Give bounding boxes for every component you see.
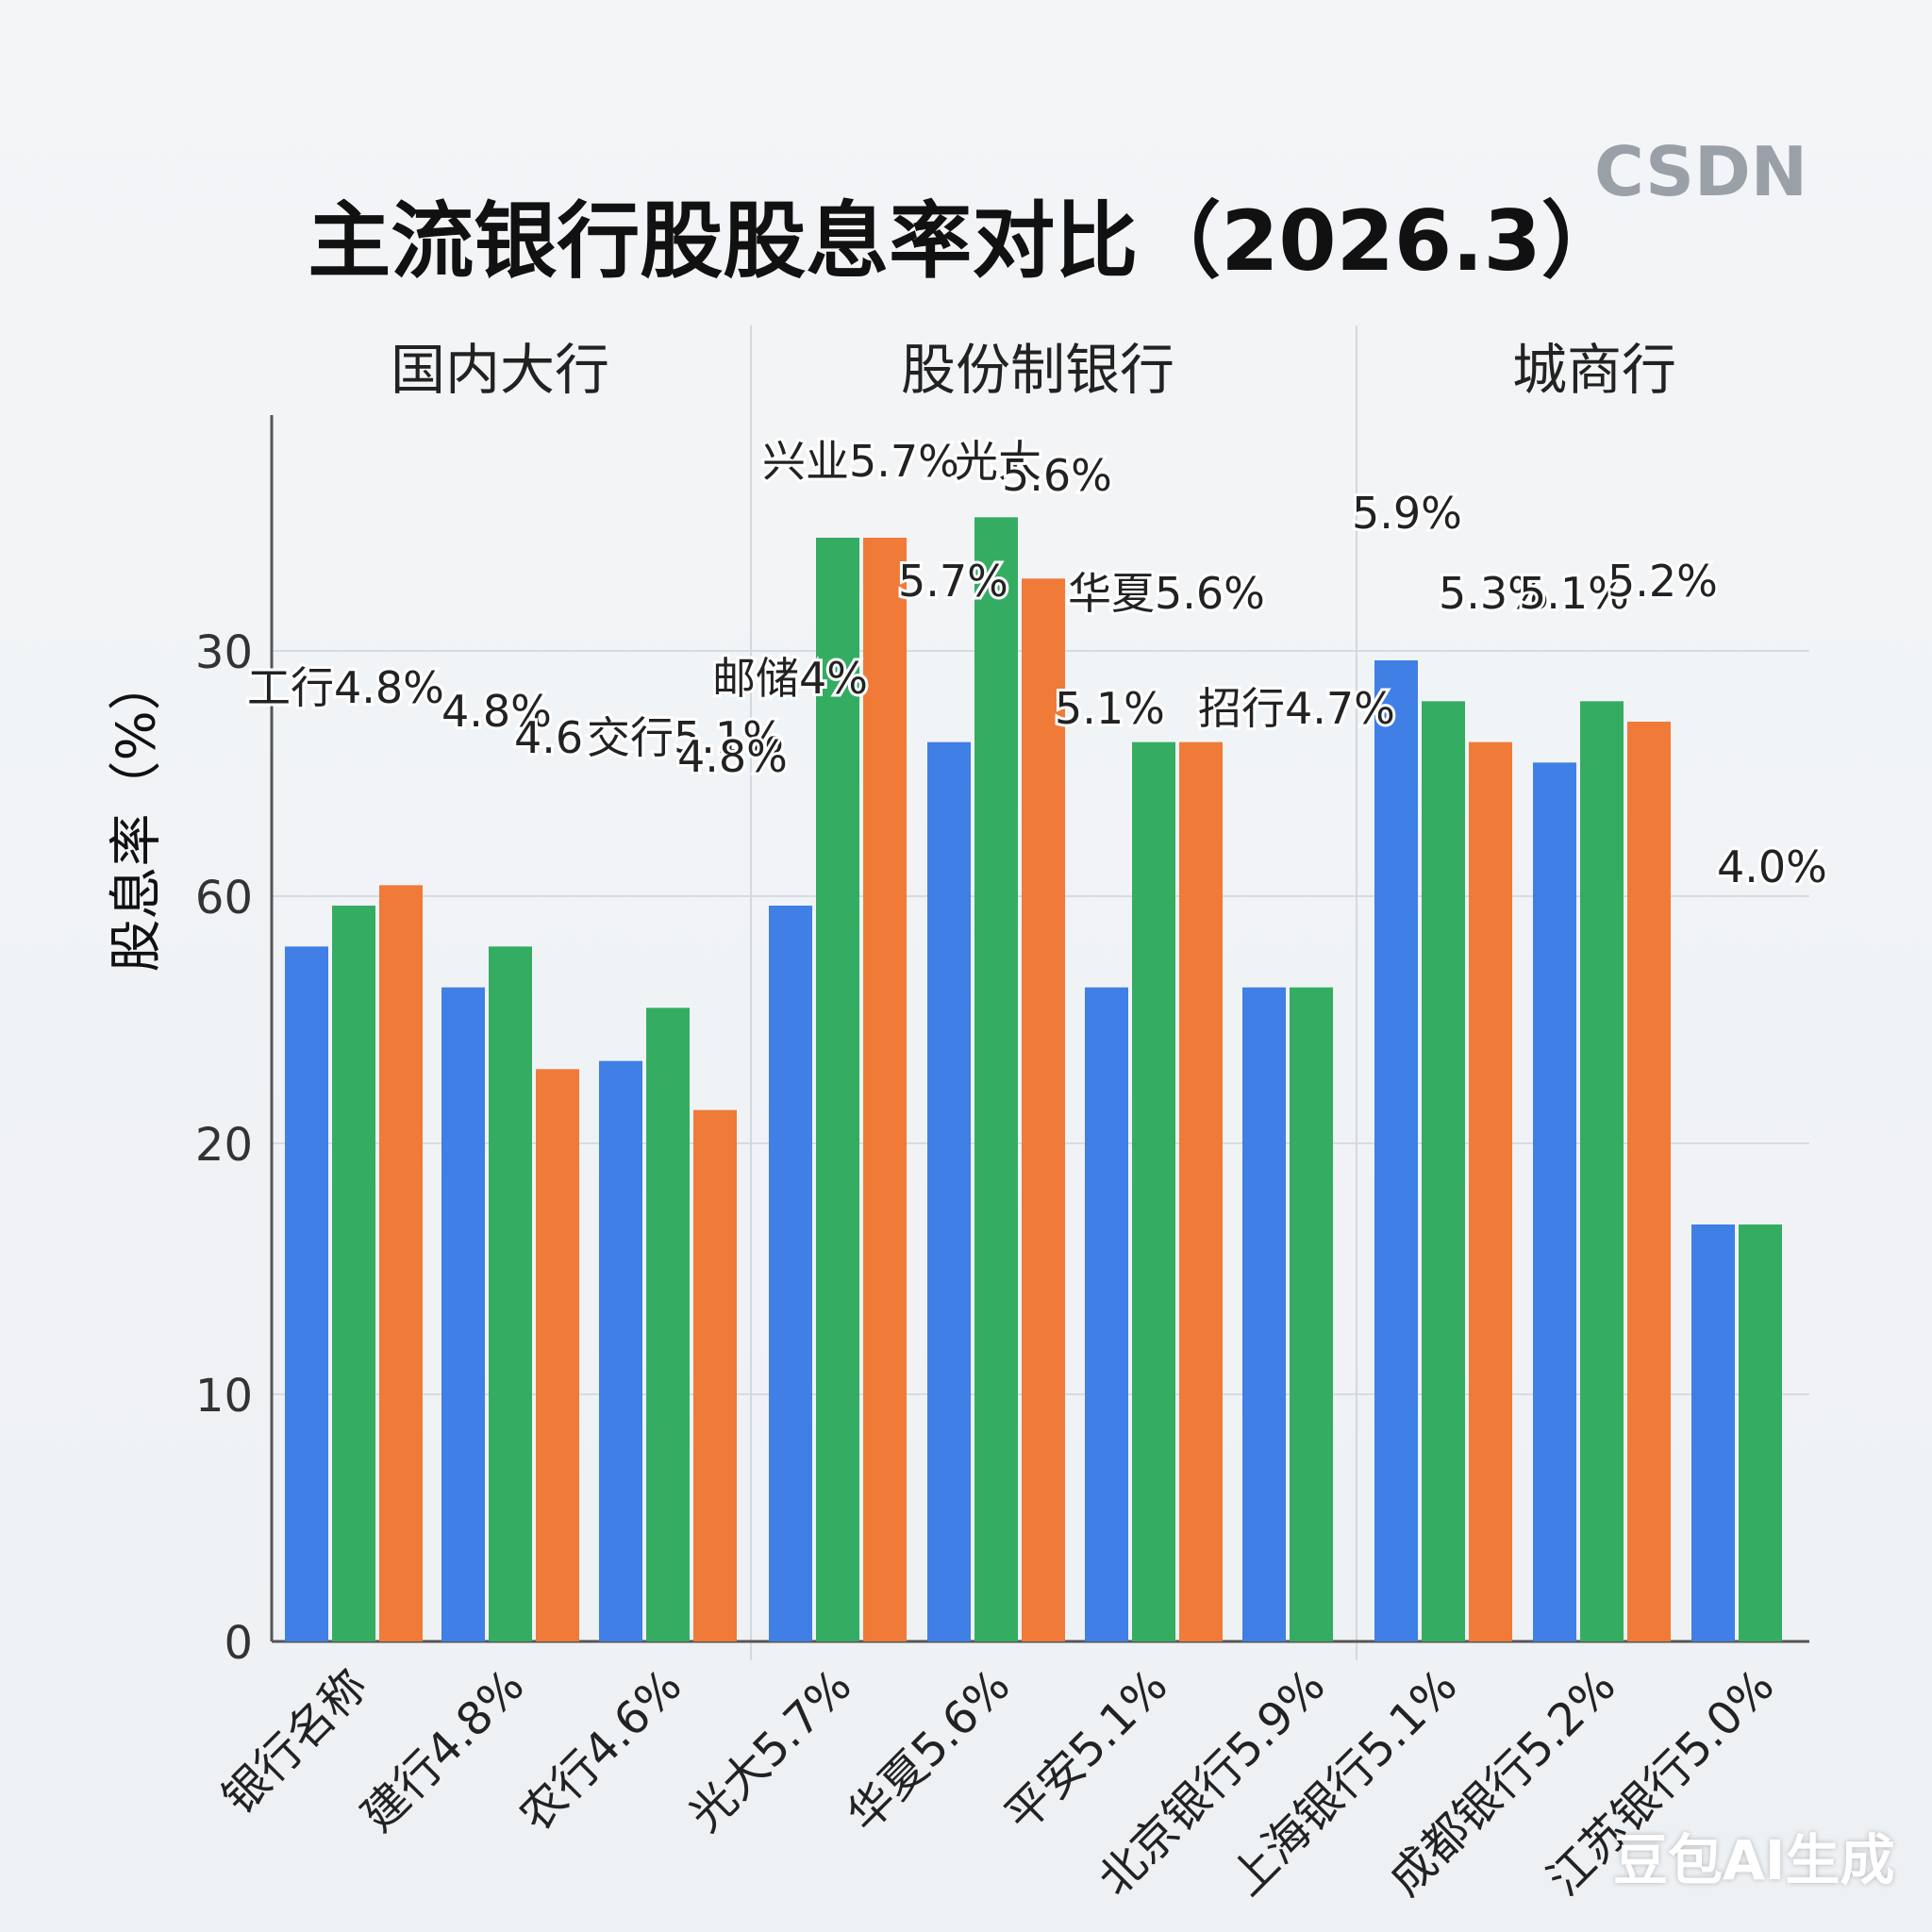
group-title-major: 国内大行 <box>390 338 609 402</box>
bar <box>927 741 971 1641</box>
bar <box>332 906 375 1641</box>
data-label: 华夏5.6% <box>1068 568 1265 619</box>
y-tick-label: 20 <box>195 1119 253 1172</box>
bar <box>1242 987 1286 1641</box>
x-tick-label: 华夏5.6% <box>838 1659 1021 1842</box>
data-label: 5.6% <box>1002 450 1112 501</box>
bar <box>693 1109 737 1641</box>
bar <box>489 946 532 1641</box>
ai-generated-mark: 豆包AI生成 <box>1613 1828 1895 1892</box>
data-label: 5.2% <box>1607 556 1718 607</box>
data-label: 兴业5.7% <box>762 436 959 487</box>
bar <box>1422 701 1465 1641</box>
bar <box>1132 741 1175 1641</box>
bar <box>1739 1224 1782 1641</box>
data-label: 4.0% <box>1717 841 1827 892</box>
bar <box>863 538 907 1641</box>
data-label: 邮储4% <box>712 653 868 704</box>
data-label: 4.6 <box>514 712 583 763</box>
group-title-joint-stock: 股份制银行 <box>900 338 1174 402</box>
bar <box>1290 987 1333 1641</box>
y-tick-label: 0 <box>224 1617 253 1670</box>
data-label: 光大 <box>955 436 1041 487</box>
bar <box>1179 741 1223 1641</box>
bar <box>441 987 485 1641</box>
bar <box>285 946 328 1641</box>
x-tick-label: 建行4.8% <box>352 1659 535 1842</box>
bar <box>1022 578 1065 1642</box>
data-label: 5.1% <box>1519 568 1629 619</box>
data-label: 5.1% <box>1055 683 1165 734</box>
data-label: 交行5.1% <box>587 712 784 763</box>
data-label: 5.3% <box>1439 568 1549 619</box>
y-tick-label: 60 <box>195 872 253 924</box>
x-tick-label: 农行4.6% <box>509 1659 692 1842</box>
data-label: 4.8% <box>677 731 788 782</box>
watermark-csdn: CSDN <box>1594 132 1808 211</box>
bar <box>1691 1224 1735 1641</box>
bar <box>379 885 423 1641</box>
data-label: 5.9% <box>1352 488 1462 539</box>
data-label: 5.7% <box>898 556 1008 607</box>
bar <box>646 1008 690 1641</box>
bar <box>599 1060 642 1641</box>
bar <box>536 1069 579 1641</box>
bar <box>769 906 812 1641</box>
bar <box>816 538 859 1641</box>
bar <box>1627 722 1671 1641</box>
bar <box>1580 701 1624 1641</box>
data-label: 4.8% <box>441 686 552 737</box>
bar <box>974 517 1018 1642</box>
data-label: 招行4.7% <box>1198 683 1395 734</box>
group-title-city: 城商行 <box>1511 338 1676 402</box>
x-tick-label: 银行名称 <box>212 1659 377 1824</box>
data-label: 工行4.8% <box>247 662 444 713</box>
x-tick-label: 光大5.7% <box>679 1659 862 1842</box>
bar <box>1374 660 1418 1641</box>
bar <box>1085 987 1128 1641</box>
y-tick-label: 10 <box>195 1370 253 1423</box>
bar <box>1469 741 1512 1641</box>
bar <box>1533 762 1576 1641</box>
y-tick-label: 30 <box>195 626 253 679</box>
chart-title: 主流银行股股息率对比（2026.3） <box>308 192 1624 290</box>
